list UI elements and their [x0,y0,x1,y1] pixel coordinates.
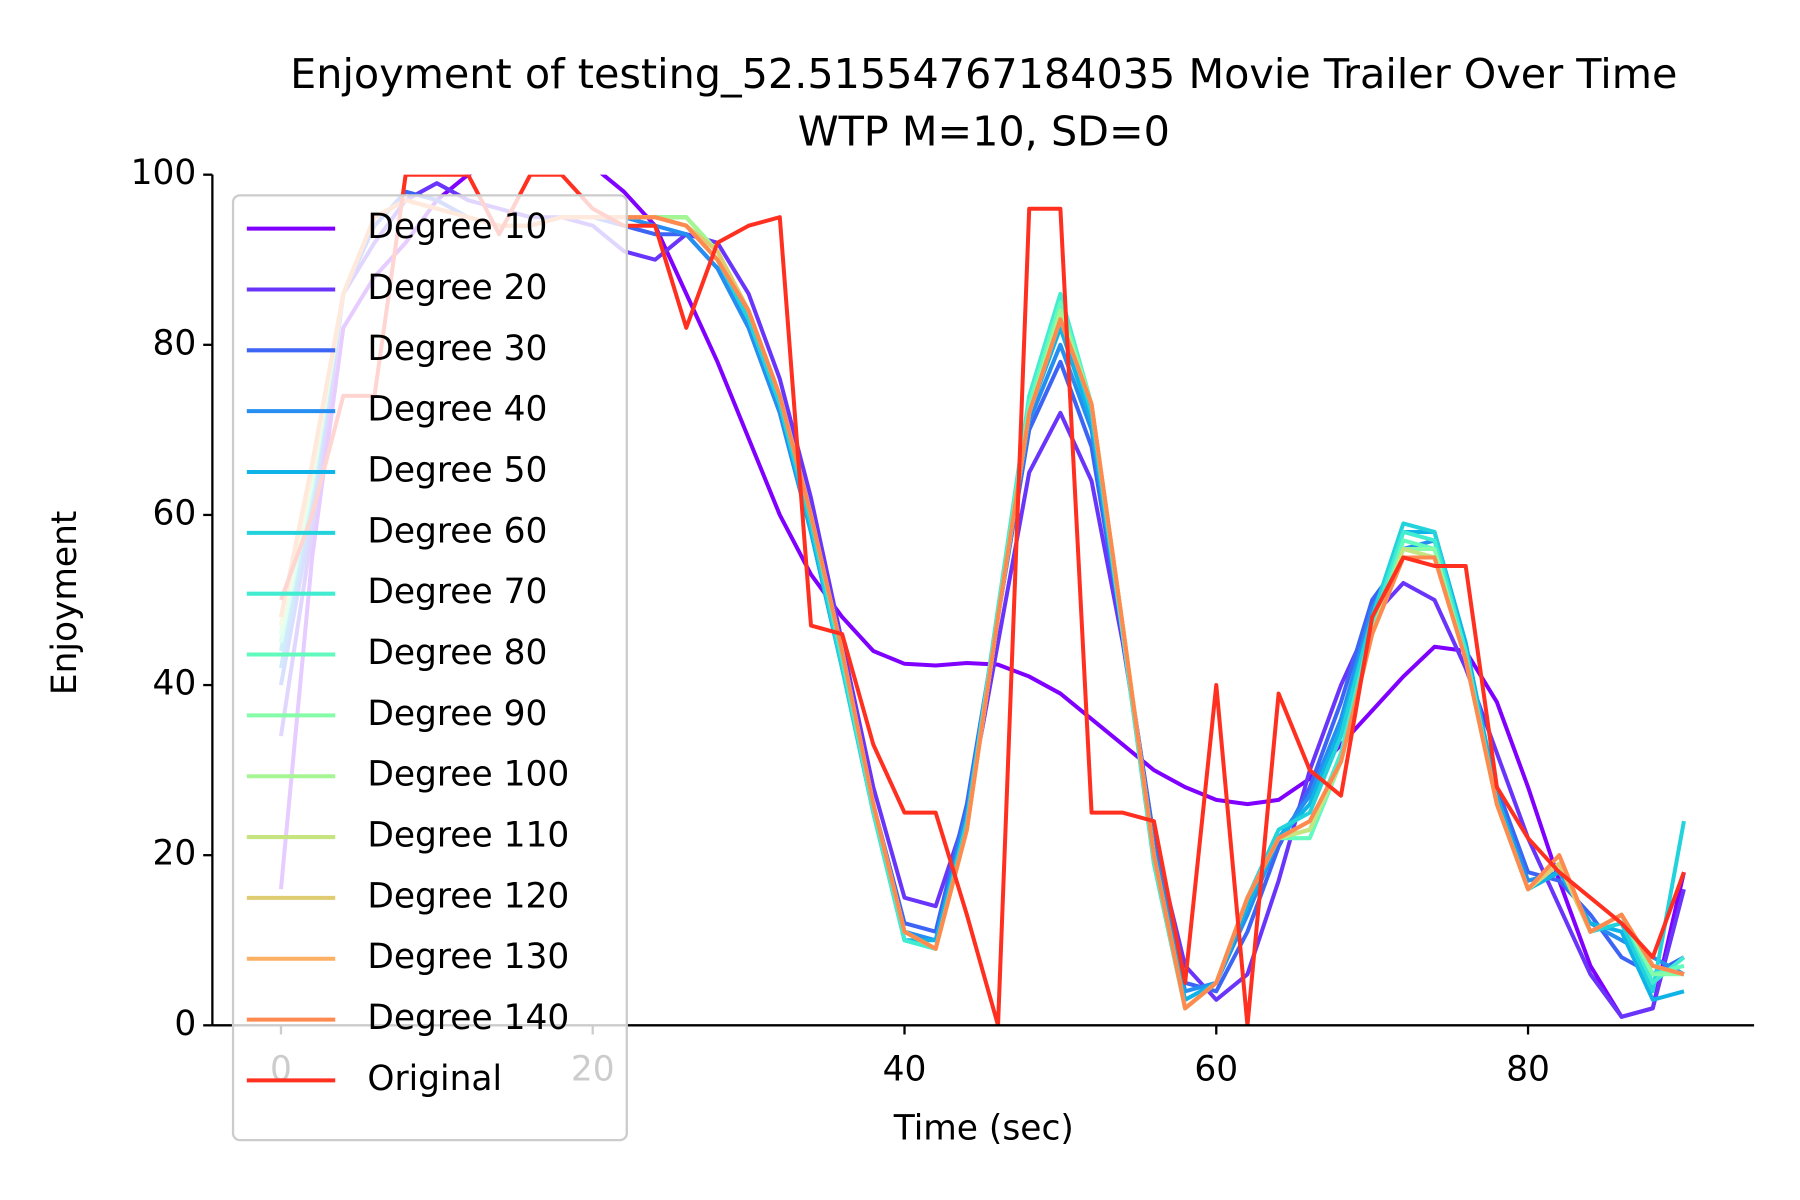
chart-subtitle: WTP M=10, SD=0 [798,108,1170,156]
y-tick-label: 40 [152,664,196,704]
legend-label: Degree 60 [367,511,547,551]
x-tick-label: 60 [1194,1050,1238,1090]
legend-label: Original [367,1059,502,1099]
legend: Degree 10 Degree 20 Degree 30 Degree 40 Degr… [231,194,628,1142]
legend-label: Degree 130 [367,937,569,977]
x-axis-label: Time (sec) [893,1108,1074,1148]
legend-label: Degree 50 [367,451,547,491]
legend-label: Degree 40 [367,390,547,430]
legend-label: Degree 30 [367,329,547,369]
chart-title: Enjoyment of testing_52.51554767184035 M… [290,50,1677,98]
legend-label: Degree 110 [367,816,569,856]
legend-label: Degree 80 [367,633,547,673]
series-line [278,174,1686,1019]
y-tick-label: 100 [131,153,197,193]
y-tick-label: 0 [174,1004,196,1044]
legend-box [231,194,628,1142]
legend-label: Degree 90 [367,694,547,734]
legend-label: Degree 140 [367,998,569,1038]
y-tick-label: 80 [152,323,196,363]
x-tick-label: 40 [883,1050,927,1090]
y-axis-label: Enjoyment [45,511,85,696]
legend-label: Degree 20 [367,268,547,308]
legend-label: Degree 10 [367,207,547,247]
y-tick-label: 60 [152,493,196,533]
legend-label: Degree 100 [367,755,569,795]
x-tick-label: 80 [1506,1050,1550,1090]
legend-label: Degree 70 [367,572,547,612]
legend-label: Degree 120 [367,876,569,916]
y-tick-label: 20 [152,834,196,874]
